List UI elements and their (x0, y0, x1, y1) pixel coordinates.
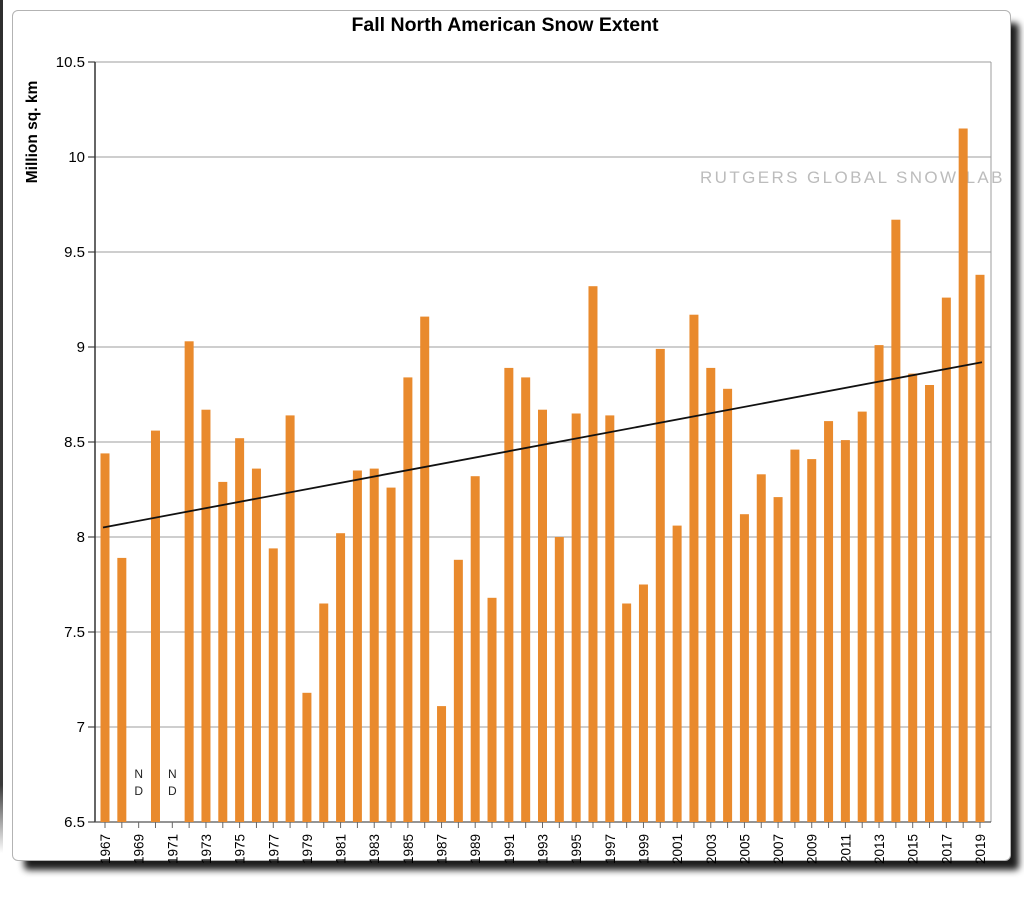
x-tick-label-2017: 2017 (939, 834, 954, 864)
bar-1995 (571, 413, 581, 822)
bar-2006 (756, 474, 766, 822)
y-tick-label-7: 7 (77, 719, 85, 736)
screen-left-edge (0, 0, 3, 853)
bar-1975 (235, 438, 245, 822)
bar-2012 (857, 411, 867, 822)
x-tick-label-2019: 2019 (973, 834, 988, 864)
x-tick-label-2011: 2011 (838, 834, 853, 863)
x-tick-label-2013: 2013 (872, 834, 887, 864)
y-tick-label-7.5: 7.5 (64, 624, 85, 641)
bar-1968 (117, 557, 127, 822)
x-tick-label-1967: 1967 (98, 834, 113, 864)
bar-1983 (369, 468, 379, 822)
x-tick-label-1973: 1973 (199, 834, 214, 864)
bar-2008 (790, 449, 800, 822)
y-axis-title: Million sq. km (24, 80, 41, 184)
x-tick-label-1991: 1991 (502, 834, 517, 864)
no-data-marker-1969: D (134, 784, 143, 798)
y-tick-label-10.5: 10.5 (56, 54, 85, 71)
x-tick-label-2015: 2015 (906, 834, 921, 864)
bar-1993 (538, 409, 547, 822)
bar-1999 (638, 584, 648, 822)
bar-2009 (807, 459, 817, 822)
x-tick-label-2009: 2009 (805, 834, 820, 864)
y-tick-label-8: 8 (77, 529, 85, 546)
bar-1967 (100, 453, 110, 822)
bar-1976 (251, 468, 261, 822)
bar-1992 (521, 377, 531, 822)
y-tick-label-9.5: 9.5 (64, 244, 85, 261)
x-tick-label-2005: 2005 (737, 834, 752, 864)
x-tick-label-1995: 1995 (569, 834, 584, 864)
trend-line (102, 361, 983, 529)
bar-1978 (285, 415, 295, 822)
x-tick-label-2007: 2007 (771, 834, 786, 864)
x-tick-label-2001: 2001 (670, 834, 685, 864)
bar-1987 (437, 706, 447, 822)
x-tick-label-1987: 1987 (435, 834, 450, 864)
bar-1977 (268, 548, 278, 822)
x-tick-label-1979: 1979 (300, 834, 315, 864)
bar-2010 (824, 421, 834, 822)
bar-2002 (689, 314, 699, 822)
bar-1985 (403, 377, 413, 822)
watermark-rutgers-global-snow-lab: RUTGERS GLOBAL SNOW LAB (700, 168, 1005, 187)
bar-1991 (504, 367, 514, 822)
bar-2007 (773, 497, 783, 822)
bar-1988 (453, 559, 463, 822)
no-data-marker-1971: N (168, 767, 177, 781)
y-tick-label-10: 10 (68, 149, 85, 166)
y-tick-label-6.5: 6.5 (64, 814, 85, 831)
bar-1974 (218, 481, 228, 822)
x-tick-label-1999: 1999 (636, 834, 651, 864)
bar-2003 (706, 367, 716, 822)
bar-1994 (554, 537, 564, 822)
x-tick-label-1983: 1983 (367, 834, 382, 864)
bar-1997 (605, 415, 615, 822)
bar-1970 (150, 430, 160, 822)
bar-1982 (352, 470, 362, 822)
bar-1973 (201, 409, 211, 822)
bar-1984 (386, 487, 396, 822)
bar-2014 (891, 219, 901, 822)
bar-2004 (723, 388, 733, 822)
x-tick-label-1985: 1985 (401, 834, 416, 864)
x-tick-label-1975: 1975 (233, 834, 248, 864)
bar-1990 (487, 597, 497, 822)
bar-1998 (622, 603, 632, 822)
x-tick-label-1977: 1977 (266, 834, 281, 864)
x-tick-label-1997: 1997 (603, 834, 618, 864)
x-tick-label-1993: 1993 (536, 834, 551, 864)
x-tick-label-1981: 1981 (334, 834, 349, 864)
bar-2013 (874, 345, 884, 822)
bar-2001 (672, 525, 682, 822)
bar-2015 (908, 373, 918, 822)
bar-2005 (739, 514, 749, 822)
bar-1972 (184, 341, 194, 822)
bar-1981 (336, 533, 346, 822)
no-data-marker-1971: D (168, 784, 177, 798)
x-tick-label-1989: 1989 (468, 834, 483, 864)
x-tick-label-1969: 1969 (132, 834, 147, 864)
y-tick-label-9: 9 (77, 339, 85, 356)
bar-1986 (420, 316, 430, 822)
bar-1980 (319, 603, 329, 822)
x-tick-label-2003: 2003 (704, 834, 719, 864)
bar-2018 (958, 128, 968, 822)
no-data-marker-1969: N (134, 767, 143, 781)
bar-1989 (470, 476, 480, 822)
bar-2019 (975, 274, 985, 822)
bar-2011 (840, 440, 850, 822)
chart-title: Fall North American Snow Extent (351, 14, 659, 36)
bar-2016 (925, 385, 935, 822)
bar-1996 (588, 286, 598, 822)
bar-2017 (941, 297, 951, 823)
bar-2000 (655, 348, 665, 822)
y-tick-label-8.5: 8.5 (64, 434, 85, 451)
x-tick-label-1971: 1971 (165, 834, 180, 864)
bar-1979 (302, 692, 312, 822)
